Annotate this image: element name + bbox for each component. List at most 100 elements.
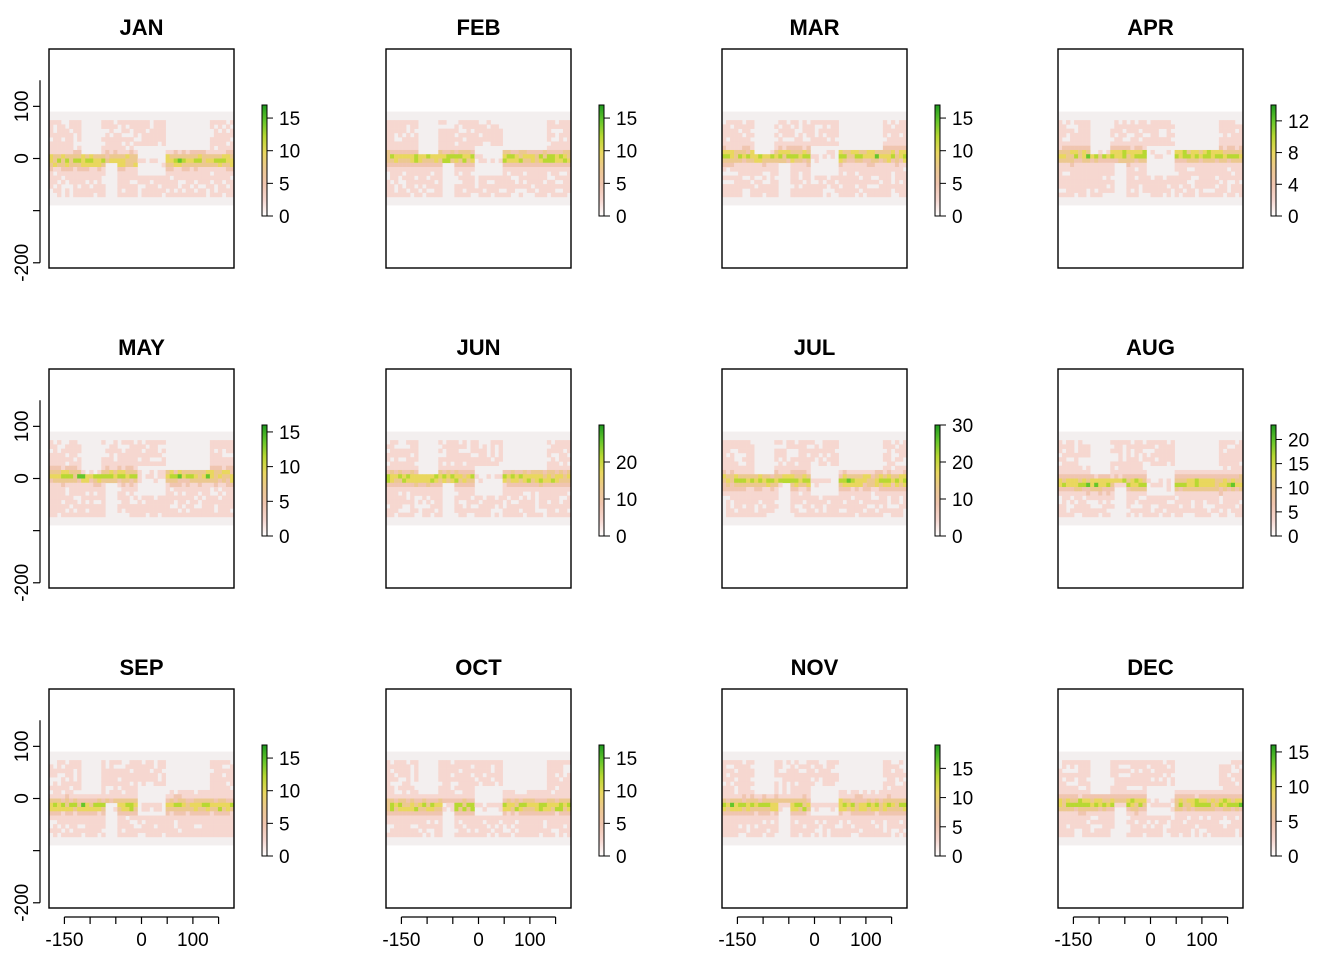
legend-tick-label: 8 — [1288, 144, 1299, 165]
legend-tick-label: 15 — [279, 749, 300, 770]
panel-jun: JUN 0 10 20 — [385, 335, 637, 589]
legend-tick-label: 5 — [616, 174, 627, 195]
legend: 0 10 20 — [598, 424, 637, 548]
legend-colorbar — [1270, 104, 1277, 217]
x-tick-label: -150 — [718, 930, 756, 951]
legend: 0 5 10 15 — [261, 423, 300, 548]
plot-frame — [385, 48, 572, 269]
panel-title: OCT — [455, 655, 502, 680]
raster-cells — [386, 440, 572, 518]
x-tick-label: 0 — [1145, 930, 1156, 951]
raster-cells — [49, 440, 235, 518]
y-tick-label: 100 — [12, 411, 33, 443]
legend-tick-label: 5 — [952, 818, 963, 839]
legend-tick-label: 0 — [952, 847, 963, 868]
legend-tick-label: 10 — [1288, 778, 1309, 799]
legend-tick-label: 10 — [952, 142, 973, 163]
legend-tick-label: 10 — [616, 142, 637, 163]
x-tick-label: 100 — [177, 930, 209, 951]
legend-tick-label: 5 — [952, 174, 963, 195]
legend-colorbar — [1270, 744, 1277, 857]
plot-frame — [48, 368, 235, 589]
x-tick-label: -150 — [45, 930, 83, 951]
x-tick-label: 0 — [473, 930, 484, 951]
y-axis: 100 0 -200 — [12, 400, 41, 602]
legend-tick-label: 5 — [279, 492, 290, 513]
legend: 0 4 8 12 — [1270, 104, 1309, 228]
panel-title: SEP — [119, 655, 163, 680]
legend-tick-label: 15 — [952, 759, 973, 780]
y-axis: 100 0 -200 — [12, 720, 41, 922]
raster-cells — [1058, 760, 1244, 838]
legend-tick-label: 5 — [1288, 503, 1299, 524]
legend-colorbar — [934, 744, 941, 857]
legend: 0 5 10 15 — [1270, 743, 1309, 868]
legend-tick-label: 15 — [1288, 455, 1309, 476]
legend-colorbar — [261, 104, 268, 217]
panel-title: JUL — [794, 335, 836, 360]
legend-tick-label: 0 — [279, 527, 290, 548]
x-axis: -150 0 100 — [1054, 916, 1229, 951]
raster-cells — [386, 120, 572, 198]
panel-jan: JAN 100 0 -200 0 5 10 15 — [12, 15, 300, 282]
x-tick-label: 100 — [514, 930, 546, 951]
legend-colorbar — [261, 744, 268, 857]
legend-tick-label: 5 — [279, 174, 290, 195]
legend-tick-label: 15 — [952, 109, 973, 130]
legend-tick-label: 0 — [616, 207, 627, 228]
legend: 0 5 10 15 — [934, 104, 973, 228]
raster-cells — [722, 120, 908, 198]
panel-may: MAY 100 0 -200 0 5 10 15 — [12, 335, 300, 602]
x-axis: -150 0 100 — [382, 916, 557, 951]
legend: 0 5 10 15 — [934, 744, 973, 868]
y-tick-label: -200 — [12, 564, 33, 602]
x-tick-label: -150 — [382, 930, 420, 951]
y-axis: 100 0 -200 — [12, 80, 41, 282]
legend-tick-label: 0 — [1288, 847, 1299, 868]
legend: 0 10 20 30 — [934, 416, 973, 548]
legend-tick-label: 0 — [279, 207, 290, 228]
x-axis: -150 0 100 — [718, 916, 893, 951]
panel-aug: AUG 0 5 10 15 20 — [1057, 335, 1309, 589]
raster-cells — [722, 760, 908, 838]
legend-tick-label: 10 — [952, 490, 973, 511]
legend-colorbar — [261, 424, 268, 537]
plot-frame — [1057, 688, 1244, 909]
y-tick-label: 100 — [12, 91, 33, 123]
panel-title: APR — [1127, 15, 1174, 40]
panel-title: NOV — [791, 655, 839, 680]
panel-mar: MAR 0 5 10 15 — [721, 15, 973, 269]
legend-tick-label: 5 — [1288, 812, 1299, 833]
y-tick-label: -200 — [12, 884, 33, 922]
legend-tick-label: 15 — [279, 423, 300, 444]
legend: 0 5 10 15 — [261, 744, 300, 868]
raster-cells — [1058, 440, 1244, 518]
panel-title: AUG — [1126, 335, 1175, 360]
legend: 0 5 10 15 20 — [1270, 424, 1309, 548]
plot-frame — [721, 48, 908, 269]
panel-feb: FEB 0 5 10 15 — [385, 15, 637, 269]
plot-frame — [1057, 48, 1244, 269]
legend-tick-label: 10 — [616, 782, 637, 803]
y-tick-label: 100 — [12, 731, 33, 763]
y-tick-label: 0 — [12, 473, 33, 484]
legend-tick-label: 5 — [279, 814, 290, 835]
legend-tick-label: 0 — [616, 527, 627, 548]
legend-tick-label: 0 — [952, 207, 963, 228]
plot-frame — [385, 368, 572, 589]
y-tick-label: 0 — [12, 153, 33, 164]
plot-frame — [48, 48, 235, 269]
plot-frame — [721, 688, 908, 909]
plot-frame — [1057, 368, 1244, 589]
raster-cells — [1058, 120, 1244, 198]
panel-title: JUN — [456, 335, 500, 360]
panel-title: DEC — [1127, 655, 1174, 680]
legend-tick-label: 10 — [279, 142, 300, 163]
panel-dec: DEC -150 0 100 0 5 10 15 — [1054, 655, 1309, 951]
legend-tick-label: 15 — [616, 109, 637, 130]
x-tick-label: -150 — [1054, 930, 1092, 951]
legend-tick-label: 5 — [616, 814, 627, 835]
panel-jul: JUL 0 10 20 30 — [721, 335, 973, 589]
legend: 0 5 10 15 — [261, 104, 300, 228]
